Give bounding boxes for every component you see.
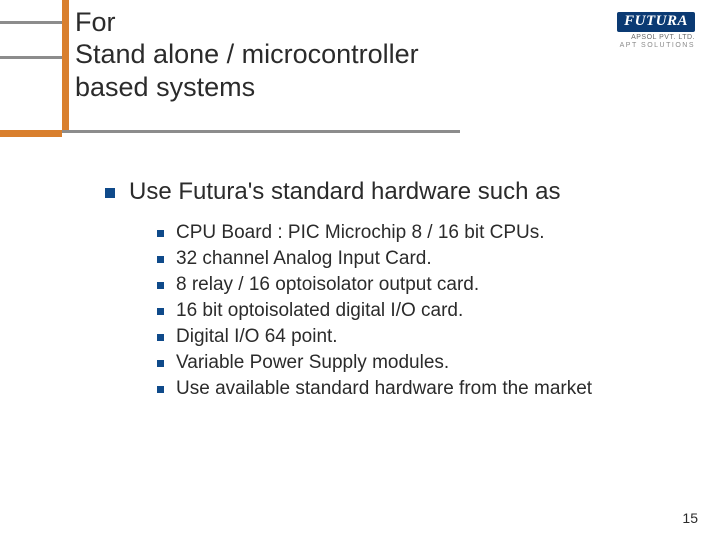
decor-orange-vertical	[62, 0, 69, 130]
decor-gray-line-1	[0, 21, 62, 24]
slide: For Stand alone / microcontroller based …	[0, 0, 720, 540]
square-bullet-icon	[157, 360, 164, 367]
bullet-level2: 16 bit optoisolated digital I/O card.	[157, 300, 685, 322]
square-bullet-icon	[157, 230, 164, 237]
decor-gray-line-2	[0, 56, 62, 59]
square-bullet-icon	[157, 256, 164, 263]
logo-sub-text-2: APT SOLUTIONS	[585, 42, 695, 49]
title-line-3: based systems	[75, 71, 575, 103]
logo-main-text: FUTURA	[617, 12, 695, 32]
sub-bullet-list: CPU Board : PIC Microchip 8 / 16 bit CPU…	[157, 222, 685, 400]
square-bullet-icon	[157, 308, 164, 315]
bullet-level2: Digital I/O 64 point.	[157, 326, 685, 348]
level2-text: 32 channel Analog Input Card.	[176, 248, 432, 270]
slide-title: For Stand alone / microcontroller based …	[75, 6, 575, 103]
decor-gray-line-long	[0, 130, 460, 133]
level2-text: 8 relay / 16 optoisolator output card.	[176, 274, 479, 296]
square-bullet-icon	[157, 386, 164, 393]
level2-text: Use available standard hardware from the…	[176, 378, 592, 400]
company-logo: FUTURA APSOL PVT. LTD. APT SOLUTIONS	[585, 12, 695, 49]
title-line-2: Stand alone / microcontroller	[75, 38, 575, 70]
level2-text: 16 bit optoisolated digital I/O card.	[176, 300, 463, 322]
bullet-level2: 32 channel Analog Input Card.	[157, 248, 685, 270]
bullet-level2: Variable Power Supply modules.	[157, 352, 685, 374]
level1-text: Use Futura's standard hardware such as	[129, 178, 560, 206]
slide-body: Use Futura's standard hardware such as C…	[105, 178, 685, 404]
page-number: 15	[682, 510, 698, 526]
logo-sub-text-1: APSOL PVT. LTD.	[585, 34, 695, 41]
square-bullet-icon	[105, 188, 115, 198]
level2-text: CPU Board : PIC Microchip 8 / 16 bit CPU…	[176, 222, 545, 244]
square-bullet-icon	[157, 334, 164, 341]
bullet-level2: Use available standard hardware from the…	[157, 378, 685, 400]
decor-orange-horizontal	[0, 130, 62, 137]
title-line-1: For	[75, 6, 575, 38]
bullet-level1: Use Futura's standard hardware such as	[105, 178, 685, 206]
bullet-level2: CPU Board : PIC Microchip 8 / 16 bit CPU…	[157, 222, 685, 244]
level2-text: Variable Power Supply modules.	[176, 352, 449, 374]
square-bullet-icon	[157, 282, 164, 289]
level2-text: Digital I/O 64 point.	[176, 326, 338, 348]
bullet-level2: 8 relay / 16 optoisolator output card.	[157, 274, 685, 296]
